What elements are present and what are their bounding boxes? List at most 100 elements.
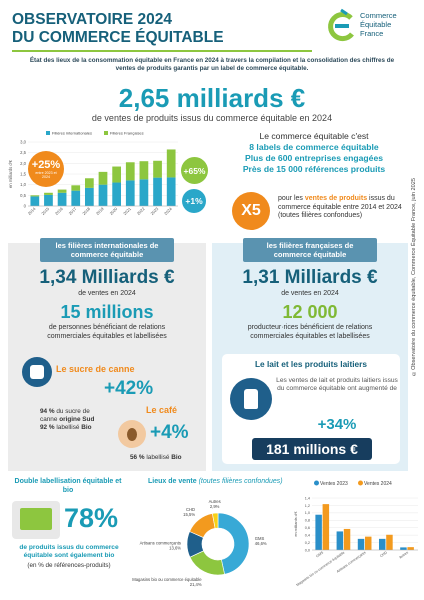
legend-swatch [46,131,50,135]
coffee-bean [127,427,137,441]
text-emphasis: 94 % [40,408,55,415]
sugar-change: +42% [104,378,154,399]
y-tick-label: 1,5 [20,171,26,176]
bar-segment [139,179,149,206]
logo-word: Équitable [360,20,392,29]
badge-value: +25% [31,158,61,171]
bar [407,547,414,550]
x-tick-label: GMS [315,550,324,558]
fact: Plus de 600 entreprises engagées [244,153,384,163]
international-sales-caption: de ventes en 2024 [78,290,136,297]
y-tick-label: 2,0 [20,161,26,166]
y-tick-label: 1,2 [305,504,310,508]
bar-segment [71,185,81,191]
slice-value: 21,4% [190,582,202,587]
legend-label: Ventes 2024 [364,481,392,487]
milk-change: +34% [317,416,357,433]
bar-segment [98,171,108,185]
badge-growth-french: +65% [181,157,208,184]
milk-bottle [244,389,258,409]
x-tick-label: 2019 [95,206,105,216]
donut-slice [212,512,219,529]
sugar-line: 92 % labellisé Bio [40,424,104,432]
slice-label: Magasins bio ou commerce équitable [132,577,202,582]
y-tick-label: 0,4 [305,533,310,537]
headline-caption: de ventes de produits issus du commerce … [91,113,333,123]
x-tick-label: 2017 [68,206,78,216]
legend-label: Ventes 2023 [320,481,348,487]
y-tick-label: 3,0 [20,139,26,144]
x-tick-label: 2015 [40,206,50,216]
legend-label: Filières internationales [52,130,92,135]
bar-segment [112,166,121,183]
slice-value: 15,5% [183,512,195,517]
bar [315,514,322,550]
international-people: 15 millions [60,302,154,322]
bio-value: 78% [64,503,119,533]
sugar-icon [22,357,52,387]
bar-segment [98,184,108,206]
bar [386,534,393,550]
legend-label: Filières Françaises [110,130,144,135]
slice-label: CHD [186,507,195,512]
bar-segment [57,192,67,206]
international-sales: 1,34 Milliards € [39,267,175,288]
bar [378,538,386,550]
facts: Le commerce équitable c'est 8 labels de … [214,131,414,175]
bar-segment [125,162,135,181]
legend-swatch [314,480,319,486]
bar-segment [30,196,40,206]
bar-segment [85,178,94,188]
french-producers-caption: producteur·rices bénéficient de relation… [247,324,373,340]
coffee-title: Le café [146,405,178,415]
x-tick-label: 2020 [109,206,119,216]
intro: État des lieux de la consommation équita… [29,57,395,72]
y-tick-label: 0,5 [20,193,26,198]
legend-swatch [358,480,363,486]
credit: ©Observatoire du commerce équitable, Com… [411,178,417,376]
slice-label: Artisans commerçants [140,540,181,545]
text-emphasis: Bio [81,424,92,431]
text: labellisé [54,424,82,431]
sugar-cube [30,365,44,379]
french-sales-caption: de ventes en 2024 [281,290,339,297]
coffee-icon [118,420,146,448]
donut-subtitle: (toutes filières confondues) [198,478,283,485]
slice-value: 2,9% [210,504,220,509]
bar-segment [85,187,94,206]
bar-segment [71,190,81,206]
donut-title: Lieux de vente (toutes filières confondu… [148,478,283,485]
y-axis-label: en milliards d'€ [294,511,298,537]
y-tick-label: 2,5 [20,150,26,155]
milk-amount: 181 millions € [252,438,372,460]
badge-note: entre 2023 et 2024 [35,170,57,179]
y-tick-label: 0,2 [305,541,310,545]
headline-value: 2,65 milliards € [118,83,306,113]
text: labellisé [144,454,172,461]
y-tick-label: 1,0 [305,511,310,515]
text: du sucre de canne [40,408,90,423]
channel-sales-chart: Ventes 2023 Ventes 2024 en milliards d'€ 0,… [294,480,418,587]
facts-intro: Le commerce équitable c'est [259,131,369,141]
title-line: DU COMMERCE ÉQUITABLE [12,29,224,46]
bar [343,528,351,550]
bar-segment [44,192,53,195]
logo-word: Commerce [360,11,397,20]
text: issus du commerce équitable entre 2014 e… [278,195,402,220]
title-rule [12,50,312,52]
x-tick-label: 2024 [163,206,173,216]
slice-value: 46,6% [255,541,267,546]
text-emphasis: 92 % [40,424,55,431]
logo-text: Commerce Équitable France [360,11,397,38]
sugar-line: 94 % du sucre de canne origine Sud [40,408,104,424]
y-tick-label: 0 [24,203,27,208]
badge-growth-total: +25% entre 2023 et 2024 [28,151,64,187]
fact: 8 labels de commerce équitable [249,142,379,152]
fact: Près de 15 000 références produits [242,164,386,174]
bar [400,547,407,550]
y-tick-label: 1,0 [20,182,26,187]
text-emphasis: origine Sud [59,416,95,423]
logo-arc [328,12,354,42]
